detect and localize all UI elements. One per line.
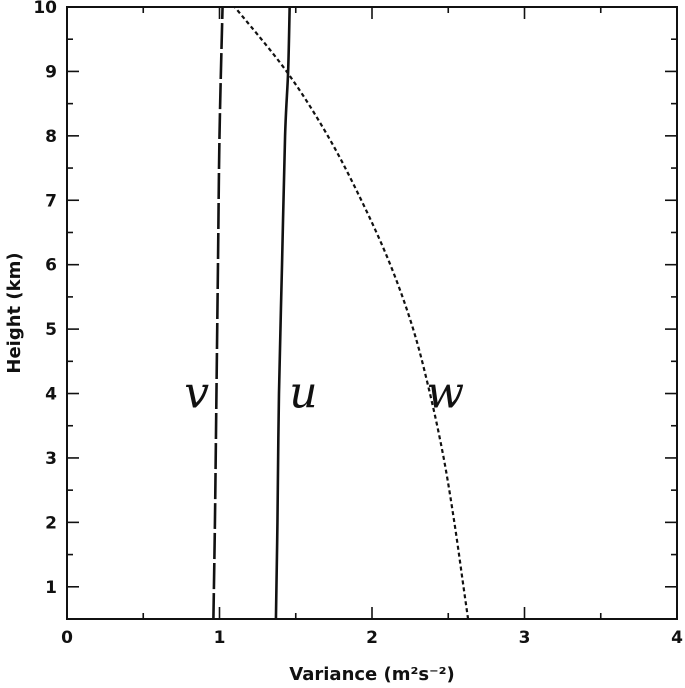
y-tick-label: 4	[45, 385, 57, 405]
y-tick-label: 8	[45, 127, 57, 147]
y-tick-label: 5	[45, 320, 57, 340]
series-line-v	[212, 6, 224, 620]
series-label-v: v	[184, 368, 209, 419]
y-tick-label: 1	[45, 578, 57, 598]
y-tick-label: 6	[45, 256, 57, 276]
axis-tick-labels: 0 1 2 3 4 1 2 3 4 5 6 7 8 9 10	[33, 0, 683, 648]
y-tick-label: 7	[45, 191, 57, 211]
y-axis-label: Height (km)	[4, 252, 25, 373]
plot-frame	[66, 6, 678, 620]
x-tick-label: 2	[366, 628, 378, 648]
x-tick-label: 1	[214, 628, 226, 648]
y-tick-label: 2	[45, 513, 57, 533]
series-label-u: u	[289, 368, 317, 419]
series-line-w	[233, 6, 470, 620]
x-tick-label: 3	[519, 628, 531, 648]
y-tick-label: 10	[33, 0, 57, 18]
plot-curves	[212, 6, 470, 620]
series-line-u	[274, 6, 291, 620]
y-tick-label: 3	[45, 449, 57, 469]
x-tick-label: 0	[61, 628, 73, 648]
axis-ticks	[66, 6, 678, 619]
series-label-w: w	[426, 368, 464, 419]
x-axis-label: Variance (m²s⁻²)	[289, 664, 454, 685]
x-tick-label: 4	[671, 628, 683, 648]
y-tick-label: 9	[45, 62, 57, 82]
